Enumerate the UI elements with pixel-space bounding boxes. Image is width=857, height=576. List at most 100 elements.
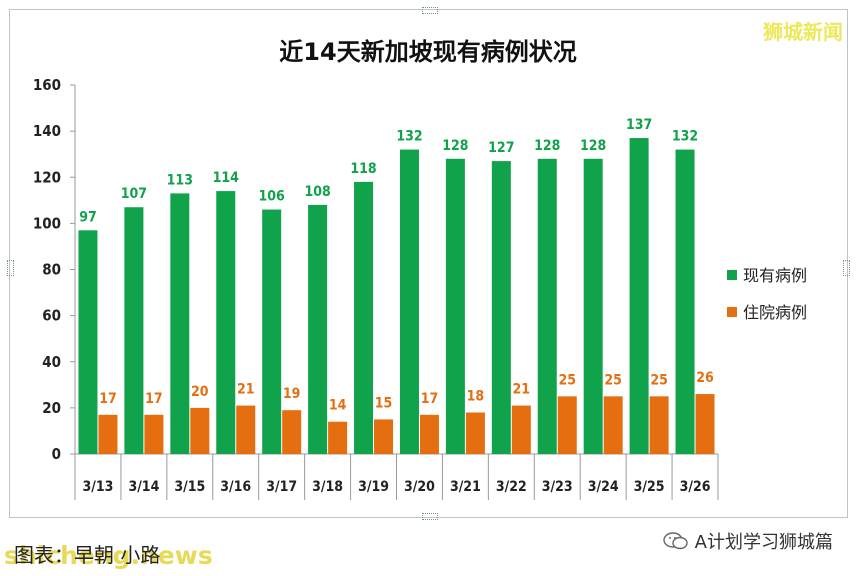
bar-current-cases <box>675 149 695 454</box>
legend-swatch <box>727 270 737 280</box>
data-label: 107 <box>121 186 147 202</box>
data-label: 113 <box>167 172 193 188</box>
bar-current-cases <box>491 161 511 454</box>
y-tick-label: 60 <box>42 307 61 325</box>
data-label: 132 <box>396 129 422 145</box>
bar-hospitalized-cases <box>236 405 256 454</box>
bar-hospitalized-cases <box>557 396 577 454</box>
data-label: 25 <box>650 372 668 388</box>
data-label: 26 <box>696 370 714 386</box>
bar-hospitalized-cases <box>190 407 210 454</box>
y-tick-label: 140 <box>33 122 61 140</box>
wechat-icon <box>662 532 688 550</box>
resize-handle-right[interactable] <box>843 260 850 276</box>
bar-current-cases <box>583 158 603 455</box>
data-label: 21 <box>513 382 531 398</box>
data-label: 17 <box>421 391 439 407</box>
bar-hospitalized-cases <box>603 396 623 454</box>
x-tick-label: 3/15 <box>174 479 205 495</box>
chart-title: 近14天新加坡现有病例状况 <box>279 38 576 66</box>
bar-current-cases <box>629 138 649 454</box>
legend-swatch <box>727 307 737 317</box>
bar-hospitalized-cases <box>695 394 715 454</box>
x-tick-label: 3/13 <box>83 479 114 495</box>
x-tick-label: 3/16 <box>220 479 251 495</box>
bar-current-cases <box>537 158 557 455</box>
data-label: 128 <box>442 138 468 154</box>
y-tick-label: 20 <box>42 399 61 417</box>
x-tick-label: 3/22 <box>496 479 527 495</box>
data-label: 21 <box>237 382 255 398</box>
data-label: 25 <box>558 372 576 388</box>
bar-current-cases <box>399 149 419 454</box>
x-tick-label: 3/21 <box>450 479 481 495</box>
x-tick-label: 3/23 <box>542 479 573 495</box>
x-tick-label: 3/17 <box>266 479 297 495</box>
bar-current-cases <box>216 191 236 454</box>
bar-current-cases <box>124 207 144 454</box>
x-tick-label: 3/25 <box>634 479 665 495</box>
data-label: 106 <box>259 189 286 205</box>
bar-hospitalized-cases <box>98 414 118 454</box>
data-label: 118 <box>350 161 376 177</box>
resize-handle-left[interactable] <box>7 260 14 276</box>
data-label: 108 <box>304 184 330 200</box>
x-tick-label: 3/19 <box>358 479 389 495</box>
x-axis: 3/13 3/14 3/15 3/16 3/17 3/18 3/19 3/20 3/21 3/22… <box>74 453 719 500</box>
x-tick-label: 3/24 <box>588 479 619 495</box>
bar-hospitalized-cases <box>419 414 439 454</box>
y-tick-label: 0 <box>52 445 61 463</box>
y-tick-label: 80 <box>42 261 61 279</box>
bar-hospitalized-cases <box>511 405 531 454</box>
data-label: 25 <box>604 372 622 388</box>
bar-current-cases <box>354 181 374 455</box>
x-tick-label: 3/14 <box>128 479 159 495</box>
bar-current-cases <box>308 204 328 454</box>
brand-logo-text: 狮城新闻 <box>763 20 843 44</box>
data-label: 137 <box>626 117 652 133</box>
data-label: 127 <box>488 140 514 156</box>
data-label: 17 <box>99 391 117 407</box>
resize-handle-top[interactable] <box>422 7 438 14</box>
data-label: 19 <box>283 386 301 402</box>
y-axis: 0 20 40 60 80 100 120 140 160 <box>33 76 76 463</box>
bar-hospitalized-cases <box>374 419 394 454</box>
y-tick-label: 40 <box>42 353 61 371</box>
y-tick-label: 100 <box>33 214 61 232</box>
bar-current-cases <box>445 158 465 455</box>
bar-hospitalized-cases <box>144 414 164 454</box>
data-label: 128 <box>580 138 606 154</box>
bar-current-cases <box>78 230 98 454</box>
data-label: 17 <box>145 391 163 407</box>
bar-current-cases <box>170 193 190 455</box>
watermark: shicheng.news <box>4 541 213 570</box>
x-tick-label: 3/20 <box>404 479 435 495</box>
y-tick-label: 160 <box>33 76 61 94</box>
source-note: 图表：早朝 小路 <box>14 543 161 567</box>
wechat-account-name: A计划学习狮城篇 <box>694 532 833 553</box>
bar-current-cases <box>262 209 282 454</box>
bar-hospitalized-cases <box>328 421 348 454</box>
y-tick-label: 120 <box>33 168 61 186</box>
wechat-account[interactable]: A计划学习狮城篇 <box>662 528 833 554</box>
legend-label: 住院病例 <box>743 303 807 322</box>
x-tick-label: 3/18 <box>312 479 343 495</box>
data-label: 14 <box>329 398 347 414</box>
data-labels: 97 107 113 114 106 108 118 132 128 127 128 128 137 13… <box>79 117 714 414</box>
x-tick-label: 3/26 <box>680 479 711 495</box>
legend-label: 现有病例 <box>743 266 807 285</box>
resize-handle-bottom[interactable] <box>422 513 438 520</box>
data-label: 18 <box>467 388 485 404</box>
bars <box>78 138 715 455</box>
bar-hospitalized-cases <box>649 396 669 454</box>
data-label: 128 <box>534 138 560 154</box>
bar-hospitalized-cases <box>282 410 302 454</box>
bar-hospitalized-cases <box>465 412 485 454</box>
data-label: 97 <box>79 209 97 225</box>
data-label: 15 <box>375 395 393 411</box>
data-label: 114 <box>213 170 240 186</box>
data-label: 132 <box>672 129 698 145</box>
data-label: 20 <box>191 384 209 400</box>
